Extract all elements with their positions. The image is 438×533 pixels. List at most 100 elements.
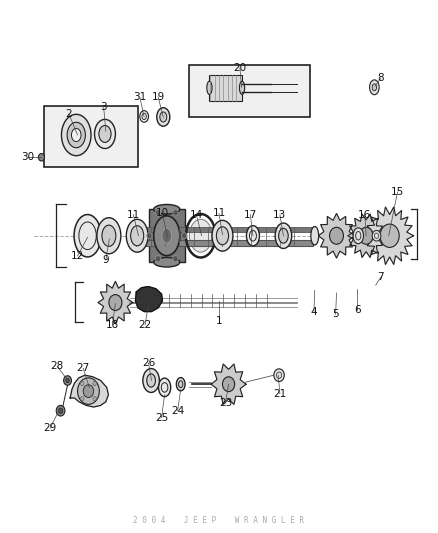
Polygon shape <box>318 214 355 258</box>
Ellipse shape <box>189 219 212 252</box>
Ellipse shape <box>95 119 116 149</box>
Ellipse shape <box>353 228 364 244</box>
Text: 24: 24 <box>171 406 184 416</box>
Text: 2 0 0 4    J E E P    W R A N G L E R: 2 0 0 4 J E E P W R A N G L E R <box>134 516 304 525</box>
Circle shape <box>66 378 69 383</box>
Text: 3: 3 <box>100 102 107 112</box>
Circle shape <box>109 295 122 311</box>
Ellipse shape <box>247 225 259 246</box>
Ellipse shape <box>279 228 288 243</box>
Text: 19: 19 <box>152 92 165 102</box>
Text: 13: 13 <box>273 209 286 220</box>
Ellipse shape <box>99 125 111 142</box>
Ellipse shape <box>212 220 233 251</box>
Circle shape <box>173 209 178 216</box>
Text: 20: 20 <box>233 63 247 72</box>
Ellipse shape <box>154 257 180 267</box>
Text: 11: 11 <box>212 208 226 219</box>
Ellipse shape <box>207 81 212 94</box>
Text: 21: 21 <box>273 389 286 399</box>
Ellipse shape <box>311 227 319 245</box>
Circle shape <box>155 209 161 216</box>
Polygon shape <box>348 214 385 257</box>
Text: 14: 14 <box>190 209 203 220</box>
Text: 17: 17 <box>244 209 257 220</box>
Bar <box>132 240 313 246</box>
Text: 22: 22 <box>138 320 152 330</box>
Text: 5: 5 <box>332 309 339 319</box>
Ellipse shape <box>61 114 91 156</box>
Ellipse shape <box>179 381 183 387</box>
Ellipse shape <box>97 217 121 254</box>
Circle shape <box>372 230 381 241</box>
Circle shape <box>83 385 94 398</box>
Text: 11: 11 <box>127 209 140 220</box>
Ellipse shape <box>240 81 245 94</box>
Text: 15: 15 <box>391 187 404 197</box>
Ellipse shape <box>370 80 379 95</box>
Ellipse shape <box>216 227 229 245</box>
Circle shape <box>359 227 373 244</box>
Ellipse shape <box>67 122 85 148</box>
Ellipse shape <box>102 225 116 246</box>
Text: 10: 10 <box>156 208 169 219</box>
Bar <box>132 227 313 231</box>
Text: 6: 6 <box>354 305 361 315</box>
Circle shape <box>93 397 96 401</box>
Circle shape <box>147 232 152 239</box>
Bar <box>209 75 242 101</box>
Circle shape <box>274 369 284 382</box>
Text: 31: 31 <box>133 92 146 102</box>
Text: 29: 29 <box>43 423 57 433</box>
Circle shape <box>81 382 84 386</box>
Ellipse shape <box>159 378 171 397</box>
Circle shape <box>223 377 235 392</box>
Circle shape <box>380 224 399 247</box>
Polygon shape <box>98 281 133 324</box>
Text: 1: 1 <box>215 316 223 326</box>
Text: 2: 2 <box>66 109 72 119</box>
Circle shape <box>81 397 84 401</box>
Text: 8: 8 <box>378 73 384 83</box>
Text: 18: 18 <box>106 320 119 330</box>
Text: 27: 27 <box>77 364 90 373</box>
Polygon shape <box>366 207 413 264</box>
Ellipse shape <box>162 228 172 243</box>
Text: 28: 28 <box>50 361 64 371</box>
Circle shape <box>173 255 178 262</box>
Text: 12: 12 <box>71 251 84 261</box>
Text: 23: 23 <box>219 398 232 408</box>
Ellipse shape <box>372 84 377 91</box>
Circle shape <box>182 232 187 239</box>
Ellipse shape <box>275 223 292 248</box>
Text: 26: 26 <box>142 358 155 368</box>
Ellipse shape <box>74 215 101 257</box>
Text: 16: 16 <box>358 209 371 220</box>
Ellipse shape <box>154 216 180 256</box>
Circle shape <box>155 255 161 262</box>
Bar <box>313 229 315 242</box>
Ellipse shape <box>177 377 185 391</box>
Circle shape <box>329 227 343 244</box>
Ellipse shape <box>147 374 155 387</box>
Bar <box>149 209 185 262</box>
Text: 25: 25 <box>155 413 168 423</box>
Circle shape <box>39 154 45 161</box>
Text: 4: 4 <box>311 306 317 317</box>
Polygon shape <box>211 364 246 405</box>
Polygon shape <box>70 375 109 407</box>
Text: 7: 7 <box>378 272 384 282</box>
Ellipse shape <box>71 128 81 142</box>
Ellipse shape <box>143 368 159 392</box>
Ellipse shape <box>131 225 144 246</box>
Text: 30: 30 <box>21 152 34 162</box>
Ellipse shape <box>157 108 170 126</box>
Ellipse shape <box>160 112 167 122</box>
Ellipse shape <box>154 205 180 214</box>
Bar <box>188 65 311 117</box>
Ellipse shape <box>140 111 148 122</box>
Polygon shape <box>135 287 162 312</box>
Circle shape <box>56 406 65 416</box>
Ellipse shape <box>126 219 148 252</box>
Circle shape <box>58 408 63 414</box>
